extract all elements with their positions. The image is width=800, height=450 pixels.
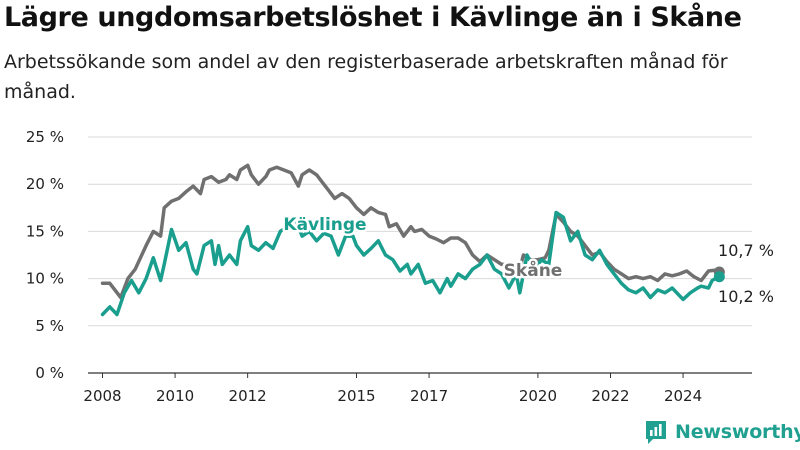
x-tick-label: 2024 (664, 387, 702, 405)
x-tick-label: 2010 (156, 387, 194, 405)
y-tick-label: 25 % (26, 128, 64, 146)
y-tick-label: 5 % (35, 317, 64, 335)
chart-title: Lägre ungdomsarbetslöshet i Kävlinge än … (4, 2, 742, 33)
series-label-kavlinge: Kävlinge (283, 215, 366, 235)
y-axis: 0 % 5 % 10 % 15 % 20 % 25 % (26, 128, 64, 382)
newsworthy-logo: Newsworthy (644, 418, 800, 446)
x-tick-label: 2017 (410, 387, 448, 405)
end-value-label-skane: 10,7 % (718, 241, 774, 260)
x-tick-label: 2012 (229, 387, 267, 405)
x-tick-label: 2008 (83, 387, 121, 405)
series-lines (100, 163, 725, 317)
y-tick-label: 10 % (26, 270, 64, 288)
x-axis: 2008 2010 2012 2015 2017 2020 2022 2024 (83, 373, 702, 405)
end-point-kavlinge (713, 271, 725, 283)
chart-subtitle: Arbetssökande som andel av den registerb… (4, 51, 728, 103)
x-tick-label: 2022 (591, 387, 629, 405)
x-tick-label: 2020 (519, 387, 557, 405)
series-label-halo: Kävlinge (283, 215, 366, 235)
y-tick-label: 20 % (26, 175, 64, 193)
x-tick-label: 2015 (337, 387, 375, 405)
series-line-kavlinge (100, 210, 722, 317)
series-line-skane (100, 163, 722, 300)
series-label-halo: Skåne (504, 259, 563, 281)
chart-logo-icon (646, 421, 666, 444)
series-label-skane: Skåne (504, 259, 563, 281)
end-value-label-kavlinge: 10,2 % (718, 287, 774, 306)
brand-name: Newsworthy (675, 421, 800, 443)
y-tick-label: 15 % (26, 222, 64, 240)
y-tick-label: 0 % (35, 364, 64, 382)
